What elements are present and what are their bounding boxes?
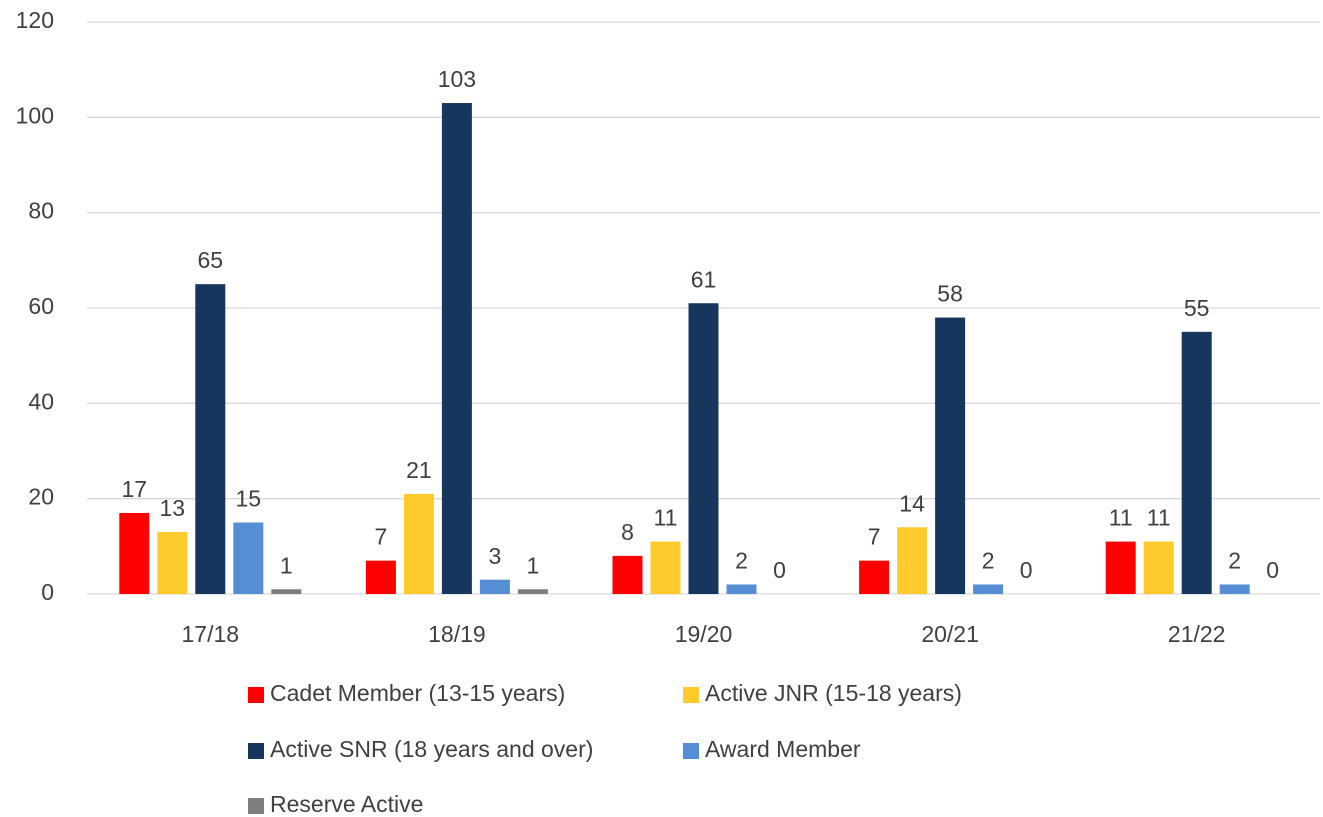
- y-tick-label: 120: [16, 7, 54, 33]
- x-tick-label: 19/20: [675, 621, 733, 647]
- x-tick-label: 18/19: [428, 621, 486, 647]
- legend-label: Active SNR (18 years and over): [270, 736, 593, 762]
- legend-label: Reserve Active: [270, 791, 423, 817]
- y-tick-label: 60: [28, 293, 54, 319]
- x-tick-label: 17/18: [182, 621, 240, 647]
- legend-swatch: [683, 743, 699, 759]
- data-label: 2: [982, 548, 995, 574]
- legend-swatch: [248, 743, 264, 759]
- bar: [271, 589, 302, 594]
- y-tick-label: 0: [41, 579, 54, 605]
- data-label: 2: [1228, 548, 1241, 574]
- bar: [441, 103, 472, 595]
- data-label: 0: [773, 557, 786, 583]
- data-label: 11: [654, 505, 678, 531]
- data-label: 0: [1266, 557, 1279, 583]
- bar: [1219, 584, 1250, 594]
- data-label: 11: [1147, 505, 1171, 531]
- x-tick-label: 20/21: [921, 621, 979, 647]
- y-tick-label: 40: [28, 388, 54, 414]
- data-label: 58: [937, 281, 963, 307]
- data-label: 1: [527, 552, 540, 578]
- y-tick-label: 80: [28, 198, 54, 224]
- legend-swatch: [248, 798, 264, 814]
- y-tick-label: 20: [28, 484, 54, 510]
- data-label: 65: [198, 247, 224, 273]
- data-label: 103: [438, 66, 476, 92]
- legend-swatch: [248, 687, 264, 703]
- bar: [935, 317, 966, 594]
- bar: [726, 584, 757, 594]
- data-label: 0: [1020, 557, 1033, 583]
- bar: [479, 579, 510, 594]
- bar: [195, 284, 226, 594]
- bar: [119, 512, 150, 594]
- bar: [688, 303, 719, 594]
- bar: [650, 541, 681, 594]
- data-label: 15: [236, 486, 262, 512]
- data-label: 1: [280, 552, 293, 578]
- y-tick-label: 100: [16, 102, 54, 128]
- legend-label: Cadet Member (13-15 years): [270, 680, 565, 706]
- bar: [859, 560, 890, 594]
- bar: [157, 532, 188, 594]
- bar: [612, 555, 643, 594]
- bar: [365, 560, 396, 594]
- x-tick-label: 21/22: [1168, 621, 1226, 647]
- legend-label: Award Member: [705, 736, 861, 762]
- bar: [517, 589, 548, 594]
- legend-label: Active JNR (15-18 years): [705, 680, 962, 706]
- data-label: 14: [899, 490, 925, 516]
- data-label: 8: [621, 519, 634, 545]
- bar: [1105, 541, 1136, 594]
- data-label: 7: [375, 524, 388, 550]
- data-label: 21: [406, 457, 432, 483]
- legend-swatch: [683, 687, 699, 703]
- data-label: 61: [691, 266, 717, 292]
- bar: [1181, 331, 1212, 594]
- bar: [233, 522, 264, 594]
- data-label: 11: [1109, 505, 1133, 531]
- bar: [973, 584, 1004, 594]
- bar: [897, 527, 928, 594]
- bar: [403, 493, 434, 594]
- data-label: 55: [1184, 295, 1210, 321]
- data-label: 3: [489, 543, 502, 569]
- data-label: 2: [735, 548, 748, 574]
- bar: [1143, 541, 1174, 594]
- data-label: 13: [160, 495, 186, 521]
- data-label: 7: [868, 524, 881, 550]
- data-label: 17: [122, 476, 148, 502]
